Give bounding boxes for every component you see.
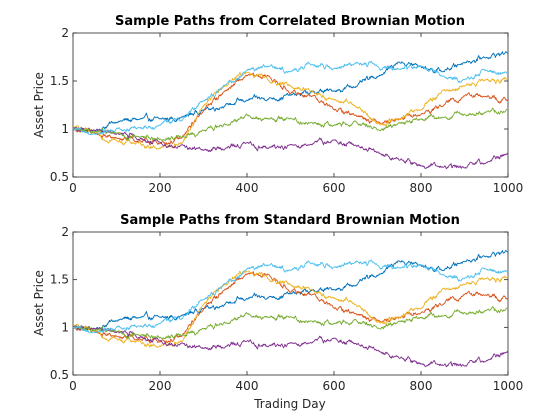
chart-title: Sample Paths from Correlated Brownian Mo…	[115, 14, 465, 29]
series-group	[72, 249, 509, 368]
tick-group: 0 200 400 600 800 1000 0.5 1 1.5 2	[50, 225, 523, 393]
x-tick-label: 1000	[493, 379, 524, 393]
x-tick-label: 200	[149, 379, 172, 393]
y-tick-label: 2	[61, 26, 69, 40]
x-tick-label: 600	[323, 379, 346, 393]
x-tick-label: 1000	[493, 181, 524, 195]
x-tick-label: 400	[236, 379, 259, 393]
y-tick-label: 1	[61, 320, 69, 334]
series-line-3	[72, 71, 509, 150]
y-axis-label: Asset Price	[32, 270, 46, 336]
x-tick-label: 0	[69, 181, 77, 195]
plot-area	[72, 231, 509, 376]
x-tick-label: 600	[323, 181, 346, 195]
series-line-4	[72, 126, 509, 170]
series-line-6	[72, 60, 509, 136]
series-line-4	[72, 325, 509, 368]
y-tick-label: 0.5	[50, 170, 69, 184]
chart-title: Sample Paths from Standard Brownian Moti…	[120, 213, 460, 228]
series-line-6	[72, 259, 509, 334]
subplot-standard: Sample Paths from Standard Brownian Moti…	[32, 213, 523, 411]
series-line-3	[72, 270, 509, 348]
series-line-5	[72, 107, 509, 142]
x-axis-label: Trading Day	[253, 397, 326, 411]
plot-area	[72, 32, 509, 178]
x-tick-label: 200	[149, 181, 172, 195]
series-line-5	[72, 306, 509, 340]
tick-group: 0 200 400 600 800 1000 0.5 1 1.5 2	[50, 26, 523, 195]
x-tick-label: 800	[410, 181, 433, 195]
subplot-correlated: Sample Paths from Correlated Brownian Mo…	[32, 14, 523, 195]
y-tick-label: 1	[61, 122, 69, 136]
x-tick-label: 400	[236, 181, 259, 195]
y-axis-label: Asset Price	[32, 72, 46, 138]
y-tick-label: 0.5	[50, 368, 69, 382]
x-tick-label: 800	[410, 379, 433, 393]
y-tick-label: 2	[61, 225, 69, 239]
series-group	[72, 51, 509, 170]
x-tick-label: 0	[69, 379, 77, 393]
y-tick-label: 1.5	[50, 273, 69, 287]
y-tick-label: 1.5	[50, 74, 69, 88]
